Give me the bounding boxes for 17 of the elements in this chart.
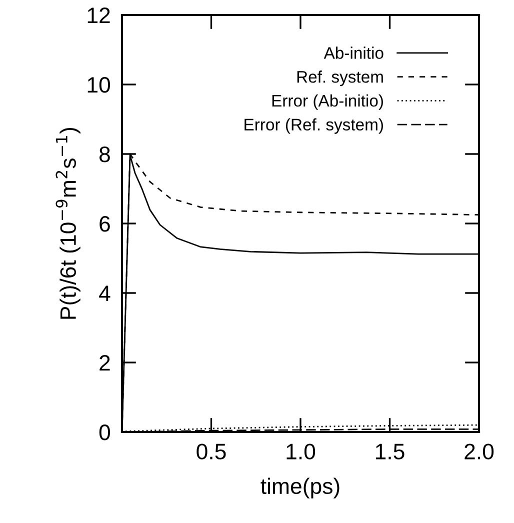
y-tick-label: 6 [100, 216, 110, 232]
y-axis-title: P(t)/6t (10$^{−9}$m$^{2}$s$^{−1}$) [56, 128, 80, 319]
x-tick-label: 1.5 [376, 444, 404, 460]
y-tick-label: 4 [99, 286, 110, 302]
legend-label: Ref. system [297, 70, 383, 86]
legend-label: Error (Ref. system) [244, 118, 383, 134]
y-tick-label: 2 [100, 355, 110, 371]
x-tick-label: 1.0 [286, 444, 316, 460]
y-tick-label: 8 [99, 146, 110, 162]
x-axis-title: time(ps) [260, 478, 340, 498]
legend-label: Ab-initio [324, 46, 384, 59]
x-tick-label: 0.5 [196, 444, 226, 460]
y-tick-label: 0 [99, 424, 110, 440]
x-tick-label: 2.0 [464, 444, 494, 460]
y-tick-label: 10 [88, 77, 110, 93]
y-tick-label: 12 [88, 8, 110, 24]
legend-label: Error (Ab-initio) [272, 94, 383, 110]
